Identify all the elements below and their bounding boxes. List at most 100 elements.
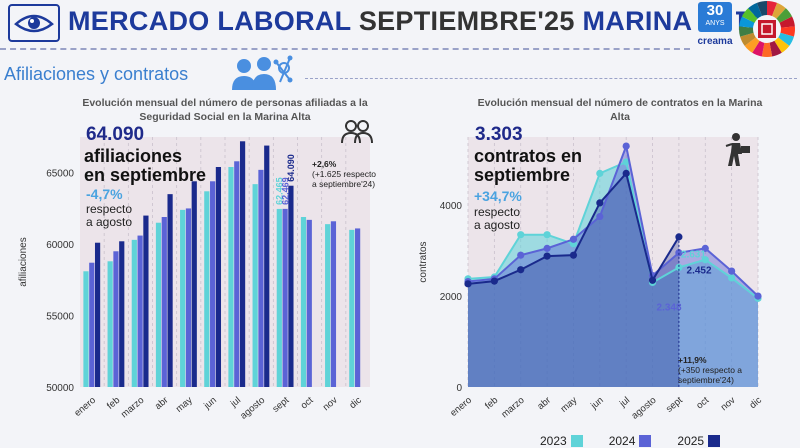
badge-number: 30: [706, 2, 724, 19]
bar: [215, 167, 222, 387]
legend-label: 2025: [677, 434, 705, 448]
data-point: [517, 251, 525, 259]
badge-brand: creama: [697, 36, 733, 47]
data-point: [728, 267, 736, 275]
data-label: 64.090: [286, 154, 296, 182]
data-label: 62.469: [280, 177, 290, 205]
y-axis-label: afiliaciones: [18, 237, 29, 286]
legend-item: 2023: [540, 434, 583, 448]
bar: [282, 208, 288, 387]
bar: [83, 271, 89, 387]
contracts-label-line1: contratos en: [474, 146, 583, 166]
bar: [94, 242, 101, 387]
data-point: [569, 251, 578, 259]
affiliations-headline-value: 64.090: [86, 124, 145, 145]
bar: [137, 235, 143, 387]
data-point: [754, 292, 762, 300]
contracts-label-line2: septiembre: [474, 164, 571, 185]
affiliations-label-line2: en septiembre: [84, 164, 207, 185]
affiliations-yoy-note: +2,6% (+1.625 respecto a septiembre'24): [312, 159, 376, 189]
y-tick-label: 55000: [46, 312, 74, 323]
contracts-headline-value: 3.303: [475, 124, 523, 145]
data-point: [622, 158, 630, 166]
contracts-headline-label: contratos en septiembre: [474, 147, 582, 185]
worker-icon: [725, 133, 750, 166]
x-tick-label: jun: [201, 395, 219, 412]
data-point: [596, 169, 604, 177]
legend-swatch: [570, 435, 583, 447]
x-tick-label: agosto: [238, 395, 267, 422]
data-point: [675, 249, 683, 257]
y-tick-label: 2000: [440, 292, 463, 303]
bar: [107, 261, 113, 387]
legend-swatch: [708, 435, 721, 447]
data-point: [728, 274, 736, 282]
area-fill: [468, 146, 758, 387]
bar: [306, 219, 312, 387]
y-tick-label: 50000: [46, 383, 74, 394]
contracts-yoy-line2: (+350 respecto a: [678, 364, 743, 375]
data-label: 2.348: [657, 302, 682, 313]
page-title: MERCADO LABORAL SEPTIEMBRE'25 MARINA ALT…: [68, 6, 767, 37]
people-network-icon: [232, 55, 293, 90]
data-label: 2.452: [687, 266, 712, 277]
bar: [325, 224, 331, 387]
legend-label: 2023: [540, 434, 567, 448]
legend-item: 2025: [677, 434, 721, 448]
right-chart-title-line2: Alta: [610, 111, 630, 124]
bar: [155, 222, 162, 387]
contracts-change-pct: +34,7%: [474, 188, 522, 204]
data-point: [543, 231, 551, 239]
bar: [234, 161, 240, 387]
area-fill: [468, 173, 679, 387]
x-tick-label: may: [174, 395, 195, 415]
x-tick-label: abr: [153, 395, 171, 412]
section-divider: [305, 78, 797, 79]
x-tick-label: may: [559, 395, 580, 415]
data-point: [622, 142, 630, 150]
bar: [131, 239, 137, 387]
affiliations-change-label: respecto a agosto: [86, 202, 133, 230]
y-tick-label: 0: [456, 383, 462, 394]
bar: [228, 167, 234, 387]
series-line: [467, 160, 759, 300]
bar: [204, 191, 210, 387]
left-chart-title-line1: Evolución mensual del número de personas…: [82, 97, 368, 109]
data-point: [517, 231, 525, 239]
eye-icon: [8, 4, 60, 42]
title-part-1: MERCADO LABORAL: [68, 6, 351, 36]
section-title: Afiliaciones y contratos: [4, 64, 189, 84]
x-tick-label: dic: [748, 395, 765, 411]
data-point: [701, 244, 709, 252]
bar: [180, 209, 186, 387]
x-tick-label: feb: [105, 395, 122, 412]
data-point: [648, 276, 657, 284]
x-tick-label: agosto: [630, 395, 659, 422]
x-tick-label: enero: [448, 395, 474, 419]
bar: [330, 221, 337, 387]
bar: [89, 262, 95, 387]
badge-text: ANYS: [705, 20, 725, 27]
affiliations-change-line2: a agosto: [86, 215, 133, 230]
affiliations-change-line1: respecto: [86, 202, 133, 216]
x-tick-label: feb: [483, 395, 500, 412]
contracts-area-chart: 0 2000 4000 contratos 2.631 2.452 2.348 enero fe…: [418, 137, 765, 422]
x-tick-label: oct: [299, 395, 316, 412]
bar: [355, 228, 361, 387]
x-tick-label: sept: [271, 395, 292, 415]
title-part-2: SEPTIEMBRE'25: [358, 6, 575, 36]
x-tick-label: nov: [321, 395, 340, 413]
x-tick-label: nov: [719, 395, 738, 413]
anniversary-badge: 30 ANYS creama: [694, 0, 736, 56]
series-line: [467, 142, 759, 297]
x-tick-label: jul: [617, 395, 632, 410]
x-tick-label: oct: [694, 395, 711, 412]
bar: [143, 215, 149, 387]
sdg-wheel-icon: [739, 1, 795, 58]
bar: [239, 141, 246, 387]
contracts-yoy-line3: septiembre'24): [678, 374, 734, 385]
data-point: [622, 169, 630, 177]
people-icon: [341, 120, 373, 144]
data-point: [543, 252, 551, 260]
bar: [191, 181, 197, 387]
